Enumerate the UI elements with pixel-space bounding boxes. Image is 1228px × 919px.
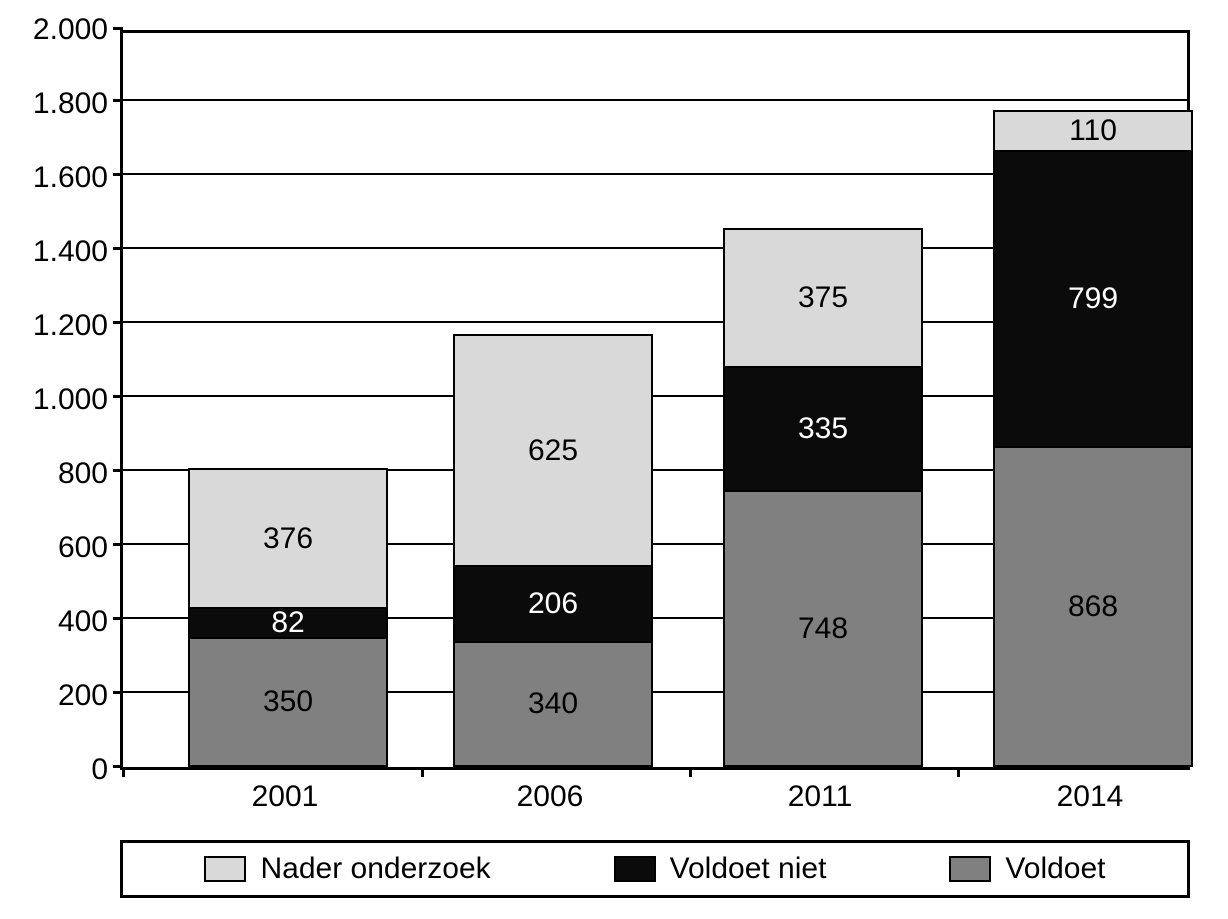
bar-seg-voldoet-niet: 799 [993, 150, 1193, 448]
x-tick-label: 2006 [517, 780, 584, 814]
y-tick-label: 1.200 [18, 309, 108, 343]
bar-seg-voldoet: 340 [453, 641, 653, 767]
bar-seg-nader-onderzoek: 376 [188, 468, 388, 609]
bar-value-label: 340 [455, 687, 651, 721]
x-tick-label: 2014 [1057, 780, 1124, 814]
bar-seg-voldoet-niet: 335 [723, 366, 923, 492]
y-tick-label: 200 [18, 679, 108, 713]
legend-label: Voldoet [1005, 852, 1105, 886]
y-tick-label: 1.600 [18, 161, 108, 195]
bar-seg-voldoet: 868 [993, 446, 1193, 767]
bar-seg-voldoet-niet: 206 [453, 565, 653, 643]
bar-seg-voldoet-niet: 82 [188, 607, 388, 639]
y-tick-label: 1.800 [18, 87, 108, 121]
bar-seg-voldoet: 748 [723, 490, 923, 767]
y-tick [113, 173, 123, 176]
legend-label: Voldoet niet [670, 852, 827, 886]
chart-container: 0 200 400 600 800 1.000 1.200 1.400 1.60… [20, 20, 1208, 899]
gridline [123, 99, 1187, 101]
legend-item-nader-onderzoek: Nader onderzoek [204, 852, 490, 886]
bar-value-label: 335 [725, 412, 921, 446]
bar-seg-nader-onderzoek: 110 [993, 110, 1193, 152]
y-tick [113, 617, 123, 620]
y-tick-label: 400 [18, 605, 108, 639]
y-tick [113, 395, 123, 398]
legend-item-voldoet: Voldoet [949, 852, 1105, 886]
bar-value-label: 625 [455, 434, 651, 468]
plot-area: 350 82 376 340 206 625 748 [120, 30, 1190, 770]
y-tick [113, 99, 123, 102]
bar-value-label: 799 [995, 282, 1191, 316]
bar-2001: 350 82 376 [188, 468, 388, 767]
bar-value-label: 376 [190, 522, 386, 556]
bar-seg-voldoet: 350 [188, 637, 388, 767]
bar-seg-nader-onderzoek: 375 [723, 228, 923, 368]
y-tick [113, 543, 123, 546]
bar-seg-nader-onderzoek: 625 [453, 334, 653, 567]
y-tick-label: 1.400 [18, 235, 108, 269]
x-tick [421, 767, 424, 777]
bar-value-label: 82 [190, 606, 386, 640]
legend-swatch [949, 856, 991, 882]
bar-value-label: 375 [725, 281, 921, 315]
y-tick-label: 0 [18, 753, 108, 787]
bar-value-label: 206 [455, 587, 651, 621]
y-tick [113, 469, 123, 472]
y-tick [113, 247, 123, 250]
legend-label: Nader onderzoek [260, 852, 490, 886]
y-tick [113, 691, 123, 694]
x-tick-label: 2001 [252, 780, 319, 814]
bar-value-label: 748 [725, 612, 921, 646]
legend-swatch [204, 856, 246, 882]
x-tick [122, 767, 125, 777]
x-tick [689, 767, 692, 777]
bar-value-label: 868 [995, 590, 1191, 624]
y-tick-label: 800 [18, 457, 108, 491]
y-tick [113, 321, 123, 324]
bar-2014: 868 799 110 [993, 110, 1193, 767]
legend-swatch [614, 856, 656, 882]
bar-value-label: 350 [190, 685, 386, 719]
bar-2006: 340 206 625 [453, 334, 653, 767]
bar-value-label: 110 [995, 114, 1191, 148]
y-tick-label: 1.000 [18, 383, 108, 417]
bar-2011: 748 335 375 [723, 228, 923, 767]
y-tick [113, 27, 123, 30]
legend-item-voldoet-niet: Voldoet niet [614, 852, 827, 886]
x-tick [957, 767, 960, 777]
y-tick-label: 2.000 [18, 13, 108, 47]
x-tick-label: 2011 [788, 780, 853, 814]
legend: Nader onderzoek Voldoet niet Voldoet [120, 840, 1190, 898]
y-tick-label: 600 [18, 531, 108, 565]
